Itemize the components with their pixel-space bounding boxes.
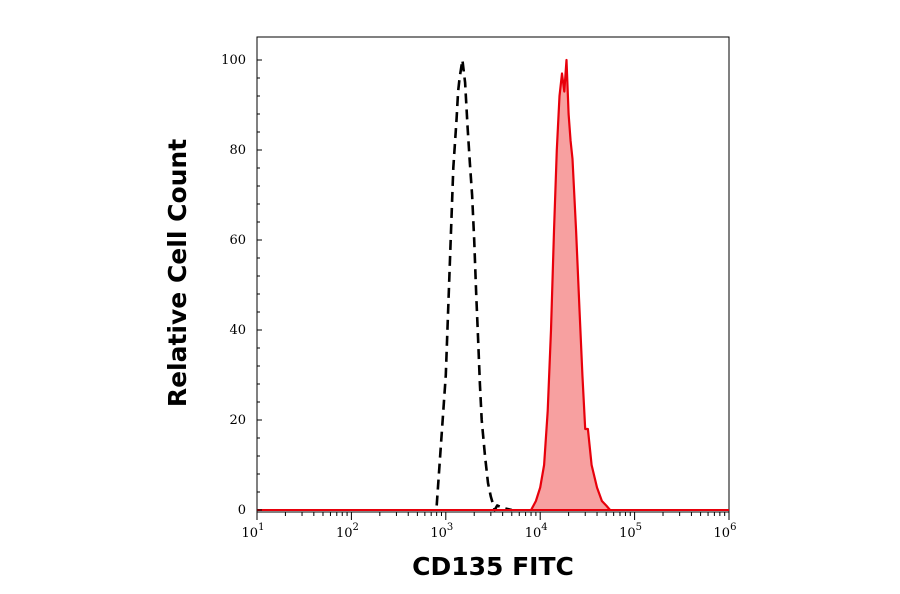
cd135-fill-area (531, 60, 611, 510)
y-tick-label: 40 (229, 323, 246, 338)
y-tick-label: 0 (238, 503, 246, 518)
x-tick-label: 104 (525, 522, 548, 541)
series-layer (257, 58, 729, 512)
isotype-control-dashed-line (435, 58, 513, 512)
x-tick-label: 106 (714, 522, 737, 541)
x-tick-label: 105 (619, 522, 642, 541)
x-tick-label: 102 (336, 522, 359, 541)
y-tick-label: 80 (229, 143, 246, 158)
plot-frame (256, 36, 730, 513)
x-tick-label: 101 (242, 522, 265, 541)
x-axis-title: CD135 FITC (412, 552, 574, 581)
y-tick-label: 20 (229, 413, 246, 428)
y-axis-title: Relative Cell Count (163, 139, 192, 407)
cd135-stained-outline (530, 58, 611, 511)
y-tick-label: 100 (221, 53, 246, 68)
y-axis: 0 20 40 60 80 100 (221, 53, 262, 518)
x-axis: 101 102 103 104 105 106 (242, 512, 737, 541)
x-tick-label: 103 (430, 522, 453, 541)
y-tick-label: 60 (229, 233, 246, 248)
